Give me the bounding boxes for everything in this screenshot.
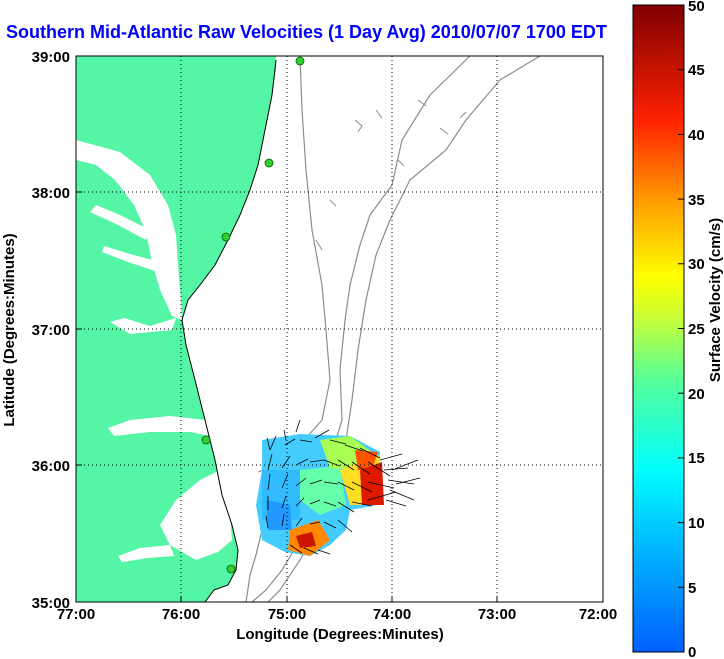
y-axis-title: Latitude (Degrees:Minutes) (1, 233, 18, 426)
james-river (110, 318, 176, 334)
colorbar-tick-label: 35 (688, 192, 705, 209)
y-tick-label: 37:00 (32, 322, 70, 339)
colorbar-tick-label: 20 (688, 386, 705, 403)
coastline (181, 59, 277, 602)
pamlico-sound (160, 470, 232, 560)
radar-station (295, 56, 305, 66)
bathymetry-contour-mid (251, 56, 471, 602)
colorbar-tick-label: 30 (688, 256, 705, 273)
bathymetry-contour-inner (245, 56, 331, 602)
x-tick-label: 77:00 (57, 606, 95, 623)
radar-station (221, 232, 231, 242)
colorbar-label: Surface Velocity (cm/s) (707, 218, 724, 382)
colorbar-tick-label: 45 (688, 62, 705, 79)
radar-station (201, 435, 211, 445)
tick-marks (76, 191, 498, 602)
x-tick-label: 72:00 (579, 606, 617, 623)
neuse-river (118, 545, 174, 562)
map-title: Southern Mid-Atlantic Raw Velocities (1 … (6, 22, 607, 42)
velocity-arrows (265, 419, 421, 555)
map-grid (76, 56, 603, 602)
radar-stations (201, 56, 305, 574)
colorbar-tick-label: 5 (688, 580, 696, 597)
x-tick-label: 73:00 (478, 606, 516, 623)
colorbar-tick-label: 40 (688, 127, 705, 144)
y-tick-label: 36:00 (32, 458, 70, 475)
radar-station (264, 158, 274, 168)
x-tick-label: 74:00 (373, 606, 411, 623)
radar-station (226, 564, 236, 574)
potomac-river (90, 205, 150, 240)
colorbar-tick-label: 50 (688, 0, 705, 15)
colorbar-tick-label: 25 (688, 321, 705, 338)
x-tick-label: 75:00 (268, 606, 306, 623)
y-tick-label: 38:00 (32, 185, 70, 202)
colorbar-ticks (678, 69, 684, 588)
colorbar-tick-label: 15 (688, 450, 705, 467)
y-tick-label: 35:00 (32, 595, 70, 612)
x-axis-title: Longitude (Degrees:Minutes) (236, 626, 444, 643)
chesapeake-bay (76, 140, 182, 320)
rappahannock-river (102, 246, 160, 272)
colorbar-tick-label: 10 (688, 515, 705, 532)
colorbar (633, 5, 684, 652)
y-tick-label: 39:00 (32, 49, 70, 66)
colorbar-tick-label: 0 (688, 644, 696, 659)
x-tick-label: 76:00 (162, 606, 200, 623)
albemarle-sound (108, 416, 210, 436)
